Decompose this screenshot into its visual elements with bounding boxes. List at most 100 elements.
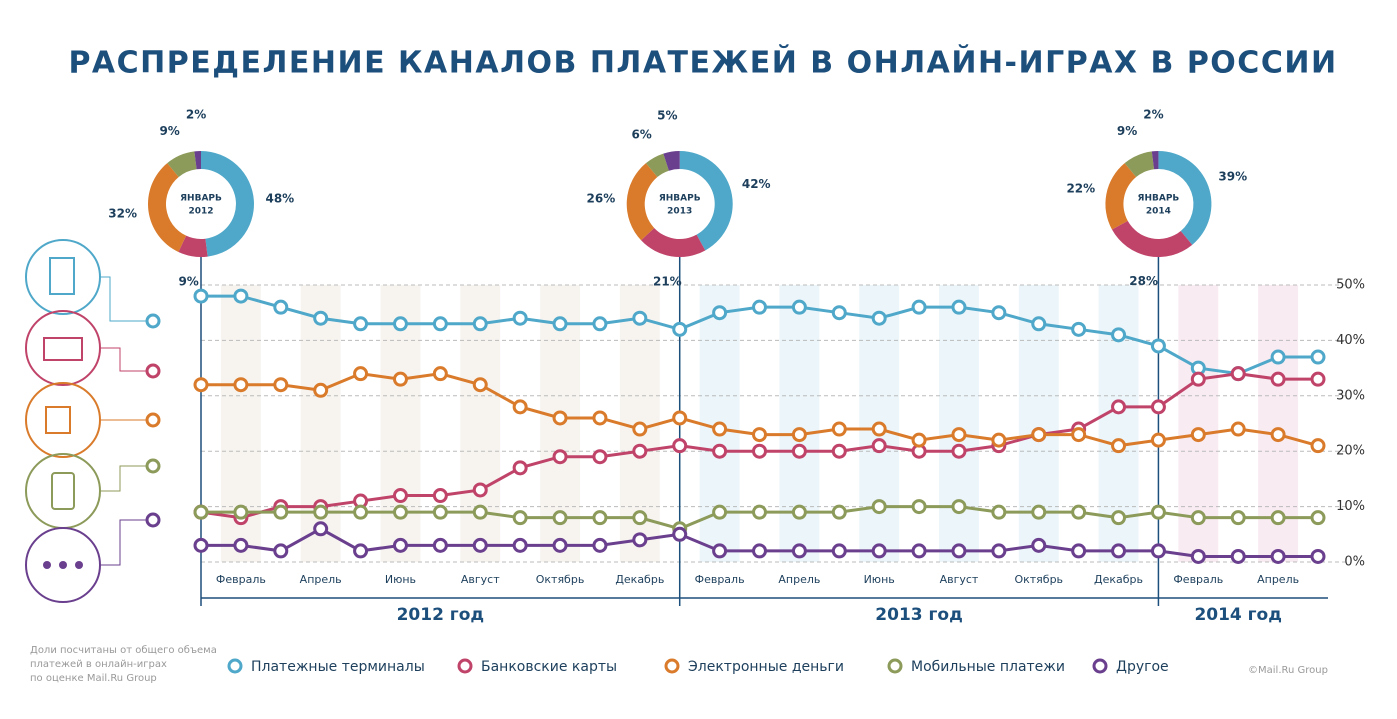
data-point: [632, 443, 648, 459]
donut-label: 22%: [1066, 182, 1095, 196]
data-point: [632, 421, 648, 437]
data-point: [951, 499, 967, 515]
data-point: [1270, 349, 1286, 365]
data-point: [313, 504, 329, 520]
donut-center-year: 2014: [1146, 207, 1171, 217]
data-point: [392, 537, 408, 553]
source: ©Mail.Ru Group: [1248, 665, 1328, 676]
data-point: [991, 504, 1007, 520]
data-point: [472, 537, 488, 553]
data-point: [1111, 327, 1127, 343]
data-point: [592, 316, 608, 332]
data-point: [672, 438, 688, 454]
data-point: [871, 499, 887, 515]
data-point: [1150, 543, 1166, 559]
data-point: [951, 427, 967, 443]
data-point: [752, 504, 767, 520]
donut-label: 6%: [631, 127, 651, 141]
data-point: [432, 316, 448, 332]
data-point: [273, 543, 289, 559]
data-point: [1071, 427, 1087, 443]
data-point: [1230, 421, 1246, 437]
data-point: [1031, 316, 1047, 332]
data-point: [1190, 510, 1206, 526]
data-point: [1190, 371, 1206, 387]
donut-center-label: ЯНВАРЬ: [659, 194, 701, 204]
donut-label: 26%: [587, 192, 616, 206]
data-point: [712, 443, 728, 459]
data-point: [831, 305, 847, 321]
data-point: [1270, 427, 1286, 443]
data-point: [672, 526, 688, 542]
data-point: [1270, 371, 1286, 387]
donut-segment: [178, 235, 208, 257]
legend-marker: [664, 658, 680, 674]
year-label: 2013 год: [875, 605, 963, 625]
donut-center-year: 2012: [188, 207, 213, 217]
footnote: Доли посчитаны от общего объема: [30, 645, 217, 656]
data-point: [193, 377, 209, 393]
data-point: [1190, 427, 1206, 443]
x-tick-label: Октябрь: [1014, 573, 1063, 586]
data-point: [313, 310, 329, 326]
data-point: [472, 504, 488, 520]
data-point: [1230, 366, 1246, 382]
data-point: [432, 488, 448, 504]
data-point: [1031, 537, 1047, 553]
year-label: 2012 год: [397, 605, 485, 625]
x-tick-label: Февраль: [216, 573, 266, 586]
data-point: [273, 377, 289, 393]
donut-segment: [626, 163, 658, 241]
x-tick-label: Июнь: [864, 573, 895, 586]
data-point: [512, 310, 528, 326]
data-point: [472, 377, 488, 393]
data-point: [1150, 399, 1166, 415]
donut-label: 9%: [178, 275, 198, 289]
data-point: [791, 543, 807, 559]
donut-label: 9%: [159, 124, 179, 138]
y-tick-label: 40%: [1336, 333, 1365, 348]
x-tick-label: Февраль: [695, 573, 745, 586]
legend-label: Другое: [1116, 659, 1169, 675]
data-point: [392, 316, 408, 332]
y-tick-label: 30%: [1336, 388, 1365, 403]
data-point: [871, 421, 887, 437]
data-point: [592, 537, 608, 553]
data-point: [472, 316, 488, 332]
data-point: [1310, 349, 1326, 365]
x-tick-label: Октябрь: [536, 573, 585, 586]
data-point: [1190, 548, 1206, 564]
data-point: [831, 443, 847, 459]
donut-label: 21%: [653, 275, 682, 289]
data-point: [632, 510, 648, 526]
donut-segment: [645, 153, 669, 178]
donut-segment: [167, 151, 197, 178]
data-point: [1310, 371, 1326, 387]
donut-segment: [194, 151, 201, 170]
data-point: [752, 443, 767, 459]
legend-label: Мобильные платежи: [911, 659, 1065, 675]
donut-segment: [1151, 151, 1159, 170]
data-point: [193, 537, 209, 553]
data-point: [911, 543, 927, 559]
legend-marker: [457, 658, 473, 674]
donut-label: 2%: [1143, 108, 1163, 122]
donut-segment: [147, 163, 187, 252]
data-point: [831, 504, 847, 520]
data-point: [1230, 548, 1246, 564]
data-point: [1230, 510, 1246, 526]
data-point: [951, 543, 967, 559]
chart-title: РАСПРЕДЕЛЕНИЕ КАНАЛОВ ПЛАТЕЖЕЙ В ОНЛАЙН-…: [68, 45, 1337, 81]
donut-center-label: ЯНВАРЬ: [1138, 194, 1180, 204]
data-point: [752, 543, 767, 559]
data-point: [392, 504, 408, 520]
data-point: [392, 371, 408, 387]
data-point: [911, 499, 927, 515]
data-point: [712, 421, 728, 437]
footnote: платежей в онлайн-играх: [30, 659, 167, 670]
donut-segment: [1158, 151, 1212, 245]
data-point: [712, 504, 728, 520]
data-point: [432, 366, 448, 382]
data-point: [552, 410, 568, 426]
